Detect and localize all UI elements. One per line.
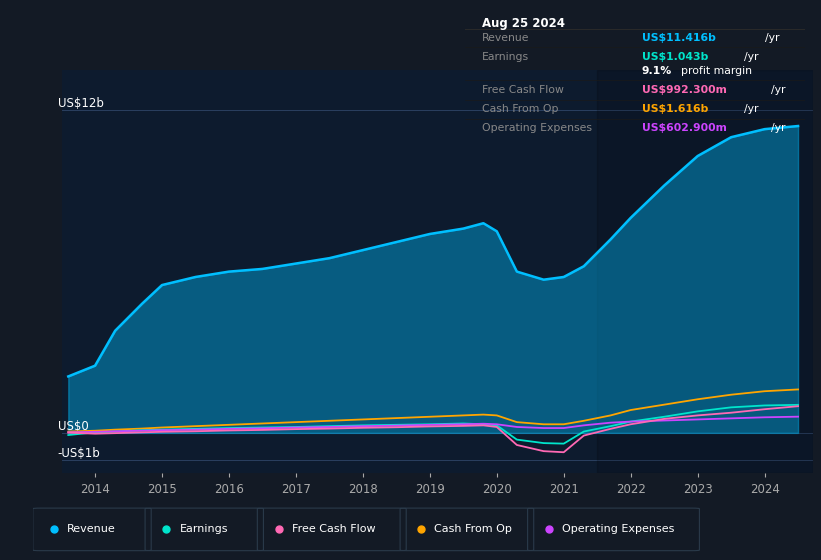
Text: /yr: /yr xyxy=(772,85,786,95)
Text: US$1.043b: US$1.043b xyxy=(642,52,709,62)
Text: Aug 25 2024: Aug 25 2024 xyxy=(482,17,565,30)
Text: /yr: /yr xyxy=(744,104,759,114)
Text: Free Cash Flow: Free Cash Flow xyxy=(482,85,563,95)
Text: Earnings: Earnings xyxy=(482,52,529,62)
Text: Operating Expenses: Operating Expenses xyxy=(482,123,592,133)
Text: 9.1%: 9.1% xyxy=(642,67,672,77)
Text: US$12b: US$12b xyxy=(57,97,103,110)
Text: US$1.616b: US$1.616b xyxy=(642,104,709,114)
Text: -US$1b: -US$1b xyxy=(57,447,100,460)
Text: Revenue: Revenue xyxy=(482,33,530,43)
Text: US$992.300m: US$992.300m xyxy=(642,85,727,95)
Text: Cash From Op: Cash From Op xyxy=(434,524,512,534)
Text: profit margin: profit margin xyxy=(681,67,752,77)
Text: /yr: /yr xyxy=(772,123,786,133)
Text: /yr: /yr xyxy=(744,52,759,62)
Text: US$11.416b: US$11.416b xyxy=(642,33,716,43)
Text: US$602.900m: US$602.900m xyxy=(642,123,727,133)
Text: Cash From Op: Cash From Op xyxy=(482,104,558,114)
Text: US$0: US$0 xyxy=(57,420,89,433)
Text: /yr: /yr xyxy=(764,33,779,43)
Text: Free Cash Flow: Free Cash Flow xyxy=(291,524,375,534)
Text: Revenue: Revenue xyxy=(67,524,116,534)
Text: Operating Expenses: Operating Expenses xyxy=(562,524,674,534)
Text: Earnings: Earnings xyxy=(180,524,228,534)
Bar xyxy=(597,70,813,473)
